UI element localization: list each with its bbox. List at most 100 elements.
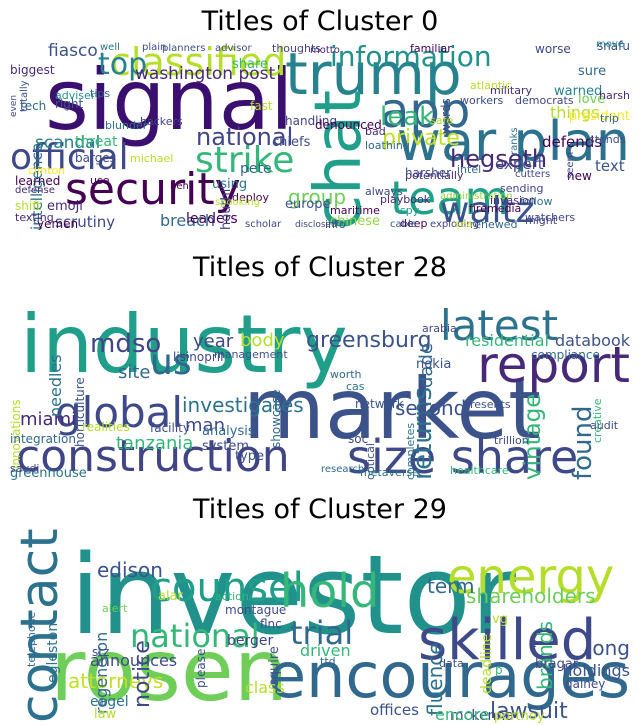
cloud-word: president	[568, 109, 630, 124]
cloud-word: group	[288, 185, 347, 209]
cloud-word: ranks	[509, 127, 520, 155]
cloud-word: encore	[435, 705, 490, 723]
cloud-word: follow	[520, 195, 553, 208]
cloud-word: announces	[90, 651, 178, 670]
word-cloud: market industry construction size share repo…	[10, 285, 630, 480]
cloud-word: planners	[162, 43, 206, 54]
cloud-word: stz	[92, 645, 110, 659]
cloud-word: seem	[565, 151, 576, 179]
cloud-word: exploding	[430, 219, 479, 230]
cloud-word: deep	[400, 217, 428, 230]
cloud-word: report	[477, 336, 630, 394]
cloud-word: us	[150, 342, 192, 383]
cloud-word: washington post	[135, 64, 276, 84]
cloud-word: signal	[45, 51, 294, 149]
cloud-word: telephone	[25, 612, 38, 668]
cloud-word: love	[578, 92, 606, 107]
cloud-word: alert	[102, 602, 128, 615]
cloud-word: presents	[463, 398, 511, 411]
cloud-word: greenhouse	[10, 466, 87, 480]
cloud-word: national	[196, 123, 294, 151]
cloud-word: c	[530, 636, 537, 650]
cloud-word: gainey	[565, 677, 606, 691]
cloud-word: firemedia	[469, 202, 522, 215]
word-cloud: investor rosen encourages skilled counsel hol…	[10, 528, 630, 723]
cloud-word: worse	[535, 42, 571, 56]
cloud-word: might	[525, 214, 558, 227]
cloud-word: holdings	[562, 661, 630, 680]
cloud-word: lawsuit	[490, 699, 568, 723]
cloud-word: biggest	[10, 63, 55, 77]
cloud-word: realities	[82, 420, 130, 434]
cloud-word: thoughts	[272, 42, 321, 55]
cluster-panel-29: Titles of Cluster 29 investor rosen encour…	[0, 488, 640, 725]
cloud-word: watchers	[525, 211, 576, 224]
cloud-word: year	[193, 331, 234, 352]
panel-title: Titles of Cluster 29	[193, 494, 447, 525]
cloud-word: completes	[404, 422, 417, 480]
cloud-word: shift	[15, 199, 41, 213]
cloud-word: hold	[280, 564, 380, 618]
cloud-word: familiar	[410, 42, 452, 55]
cloud-word: action	[215, 590, 249, 603]
cloud-word: energy	[447, 549, 615, 605]
cloud-word: expert	[495, 155, 544, 173]
cloud-word: renewed	[470, 218, 518, 230]
cloud-word: databook	[554, 331, 630, 350]
cloud-word: app	[380, 83, 471, 139]
cloud-word: breach	[160, 211, 215, 230]
cloud-word: needles	[46, 354, 65, 418]
cloud-word: please	[194, 648, 208, 689]
cloud-word: showcase	[269, 388, 283, 448]
cloud-word: well	[100, 42, 120, 53]
cloud-word: move	[596, 40, 624, 50]
cloud-word: p	[495, 663, 503, 677]
cloud-word: spy	[400, 204, 420, 217]
cloud-word: deadline	[479, 633, 495, 695]
cloud-word: europe	[285, 197, 331, 212]
cluster-panel-28: Titles of Cluster 28 market industry const…	[0, 245, 640, 485]
cloud-word: playbook	[380, 193, 431, 206]
cloud-word: trillion	[494, 434, 529, 447]
cloud-word: private	[382, 126, 460, 151]
cloud-word: loathing	[365, 139, 410, 152]
cloud-word: network	[355, 397, 404, 411]
cloud-word: berger	[227, 633, 274, 649]
cloud-word: leak	[380, 102, 435, 132]
cloud-word: fast	[250, 99, 273, 113]
cloud-word: even	[10, 94, 19, 117]
cloud-word: site	[118, 362, 151, 383]
cloud-word: tanzania	[116, 433, 194, 454]
cloud-word: safe	[430, 114, 454, 127]
cloud-word: strike	[195, 140, 295, 181]
cloud-word: driven	[300, 641, 351, 660]
cloud-word: sure	[578, 64, 607, 79]
cloud-word: arabia	[422, 322, 457, 335]
cloud-word: share	[232, 57, 269, 72]
cloud-word: maritime	[330, 204, 380, 217]
cloud-word: rosen	[50, 621, 289, 721]
cloud-word: harsh	[599, 89, 630, 102]
cloud-word: democrats	[515, 94, 574, 107]
cloud-word: trump	[285, 40, 462, 108]
cloud-word: scrutiny	[55, 213, 116, 230]
cloud-word: second	[395, 396, 467, 420]
cloud-word: harsher	[405, 166, 452, 180]
cloud-word: learned	[15, 174, 61, 188]
cloud-word: official	[10, 137, 129, 178]
cloud-word: scandal	[35, 133, 101, 153]
cloud-word: handling	[285, 114, 338, 128]
cloud-word: alar	[158, 589, 183, 604]
panel-title: Titles of Cluster 0	[201, 6, 439, 37]
cloud-word: vg	[492, 612, 508, 627]
cloud-word: fiasco	[48, 41, 98, 61]
cloud-word: michael	[130, 152, 174, 165]
panel-title: Titles of Cluster 28	[193, 252, 447, 283]
cloud-word: construction	[16, 431, 290, 480]
cloud-word: healthcare	[450, 464, 509, 477]
cloud-word: pete	[240, 161, 272, 177]
cloud-word: hegseth	[450, 145, 548, 173]
cloud-word: cas	[346, 380, 365, 393]
cloud-word: workers	[460, 94, 504, 107]
cloud-word: class	[245, 678, 285, 697]
